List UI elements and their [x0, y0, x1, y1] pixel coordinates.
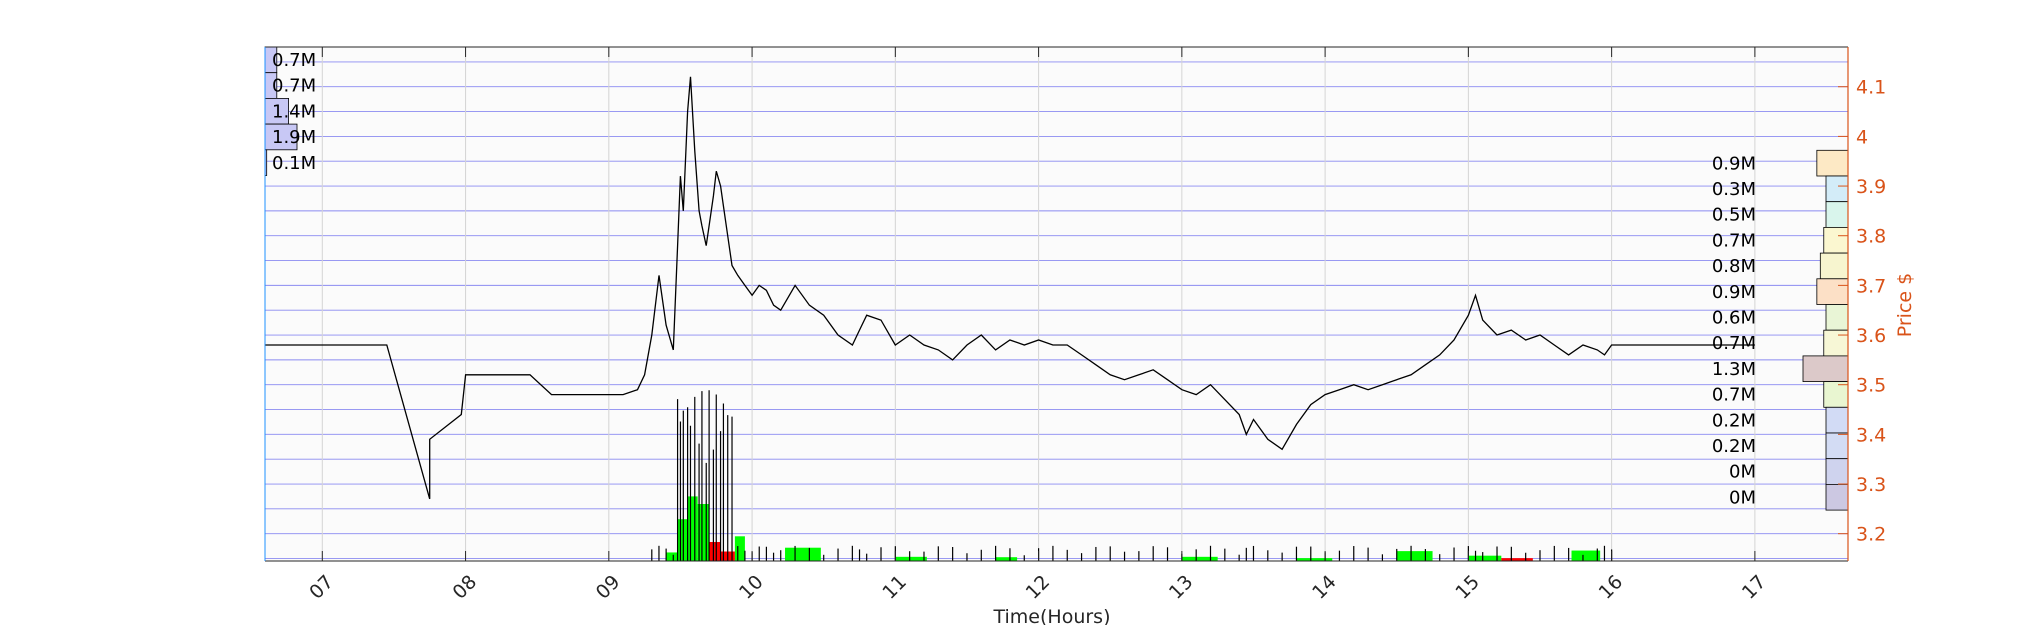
- right-profile-bar: [1802, 355, 1849, 382]
- left-profile-label: 0.7M: [272, 76, 316, 97]
- right-profile-bar: [1823, 329, 1849, 357]
- price-series: [265, 76, 1755, 500]
- right-profile-bar: [1825, 483, 1849, 511]
- right-profile-label: 0.9M: [1712, 153, 1756, 174]
- y-tick-label: 4.1: [1856, 77, 1886, 99]
- y-tick-label: 3.4: [1856, 424, 1886, 446]
- volume-bar: [995, 557, 1018, 561]
- volume-bar: [666, 552, 678, 561]
- y-tick-label: 3.7: [1856, 275, 1886, 297]
- volume-bar: [1468, 555, 1502, 561]
- left-profile-label: 0.7M: [272, 50, 316, 71]
- right-profile-label: 0.3M: [1712, 179, 1756, 200]
- right-profile-label: 0M: [1729, 487, 1756, 508]
- right-profile-bar: [1825, 432, 1849, 460]
- volume-bar: [1571, 550, 1601, 561]
- right-profile-bar: [1823, 226, 1849, 254]
- right-profile-label: 0.7M: [1712, 333, 1756, 354]
- right-profile-label: 0.5M: [1712, 205, 1756, 226]
- volume-bar: [677, 519, 688, 561]
- x-tick-label: 09: [592, 571, 625, 604]
- right-profile-label: 0.8M: [1712, 256, 1756, 277]
- right-profile-label: 0.7M: [1712, 385, 1756, 406]
- right-profile-label: 0M: [1729, 462, 1756, 483]
- x-tick-label: 13: [1165, 571, 1198, 604]
- right-profile-bar: [1825, 304, 1849, 331]
- y-tick-label: 4: [1856, 126, 1868, 148]
- left-profile-label: 1.4M: [272, 101, 316, 122]
- right-profile-bar: [1825, 175, 1849, 203]
- right-profile-bar: [1816, 149, 1849, 177]
- axes: [264, 46, 1849, 562]
- volume-bar: [895, 556, 927, 561]
- right-profile-bar: [1825, 201, 1849, 228]
- x-tick-label: 07: [305, 571, 338, 604]
- x-tick-label: 14: [1308, 571, 1341, 604]
- volume-bar: [709, 542, 721, 561]
- left-profile-label: 0.1M: [272, 153, 316, 174]
- left-profile-bar: [264, 123, 298, 151]
- right-profile-label: 0.9M: [1712, 282, 1756, 303]
- grid-lines: [265, 47, 1848, 561]
- y-tick-label: 3.9: [1856, 176, 1886, 198]
- right-profile-label: 0.6M: [1712, 307, 1756, 328]
- volume-bar: [1501, 558, 1533, 561]
- y-axis-label: Price $: [1894, 273, 1916, 337]
- right-profile-label: 0.7M: [1712, 230, 1756, 251]
- right-profile-label: 0.2M: [1712, 410, 1756, 431]
- plot-background: [265, 47, 1848, 561]
- right-profile-bar: [1819, 252, 1849, 280]
- x-tick-label: 16: [1595, 571, 1628, 604]
- x-tick-label: 17: [1738, 571, 1771, 604]
- volume-bar: [1181, 556, 1218, 561]
- right-profile-bar: [1825, 458, 1849, 485]
- y-tick-label: 3.6: [1856, 325, 1886, 347]
- right-profile-label: 0.2M: [1712, 436, 1756, 457]
- price-line: [265, 76, 1755, 500]
- x-tick-label: 15: [1451, 571, 1484, 604]
- plot-area: [265, 47, 1848, 561]
- x-tick-label: 12: [1022, 571, 1055, 604]
- volume-bar: [1396, 551, 1433, 561]
- y-tick-label: 3.8: [1856, 226, 1886, 248]
- x-axis-label: Time(Hours): [993, 606, 1111, 625]
- right-profile-label: 1.3M: [1712, 359, 1756, 380]
- x-tick-label: 08: [449, 571, 482, 604]
- y-tick-labels: 3.2 3.3 3.4 3.5 3.6 3.7 3.8 3.9 4 4.1: [1838, 77, 1886, 546]
- right-profile-bar: [1816, 278, 1849, 305]
- volume-bar: [1296, 558, 1333, 561]
- x-tick-label: 11: [878, 571, 911, 604]
- y-tick-label: 3.3: [1856, 474, 1886, 496]
- y-tick-label: 3.5: [1856, 375, 1886, 397]
- right-profile-bar: [1825, 406, 1849, 434]
- right-volume-profile: 0.9M 0.3M 0.5M 0.7M 0.8M 0.9M 0.6M 0.7M 1.3M 0.7M…: [1712, 149, 1849, 511]
- volume-bar: [687, 496, 698, 561]
- volume-bar: [697, 504, 710, 561]
- volume-bars: [651, 390, 1613, 561]
- volume-bar: [734, 536, 745, 561]
- x-tick-label: 10: [735, 571, 768, 604]
- y-tick-label: 3.2: [1856, 524, 1886, 546]
- left-volume-profile: 0.7M 0.7M 1.4M 1.9M 0.1M: [264, 46, 316, 176]
- volume-bar: [785, 547, 821, 561]
- left-profile-label: 1.9M: [272, 127, 316, 148]
- right-profile-bar: [1823, 381, 1849, 408]
